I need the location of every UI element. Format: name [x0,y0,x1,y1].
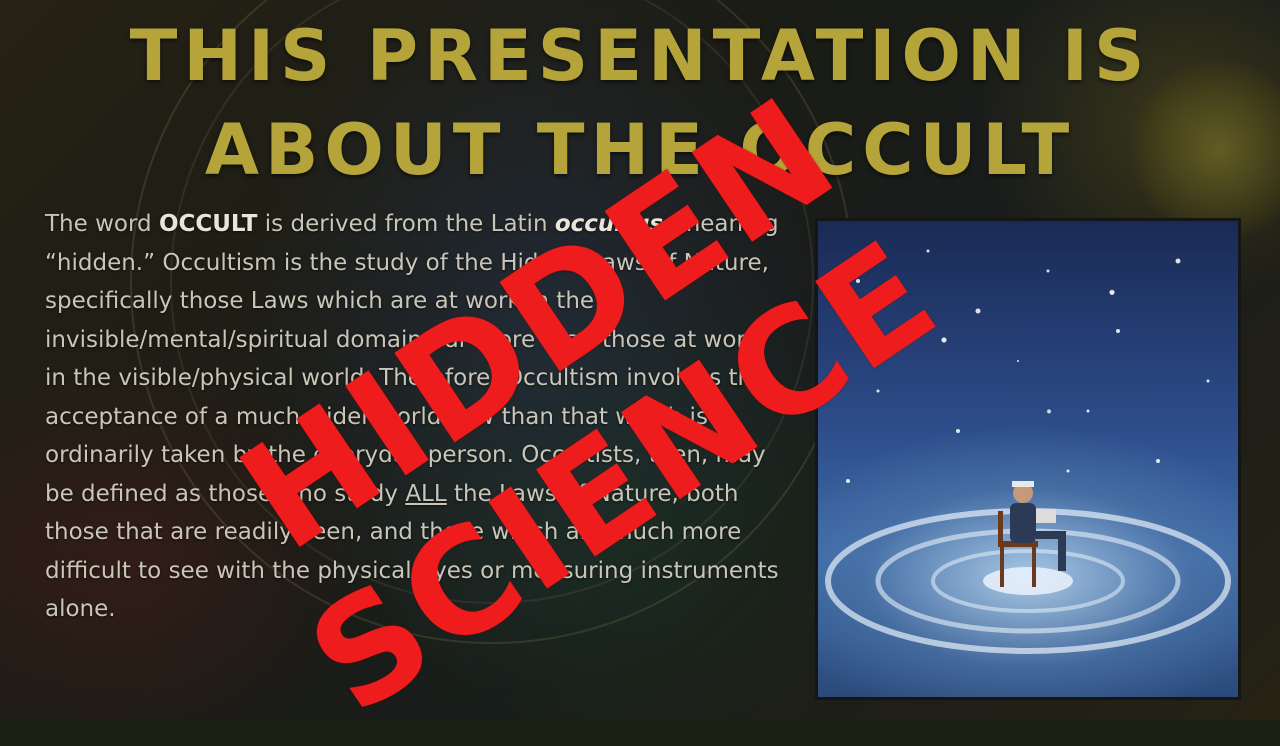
background-sun [1130,60,1280,240]
paragraph-segment: OCCULT [158,211,258,237]
paragraph-segment: , meaning “hidden.” Occultism is the stu… [45,211,779,507]
paragraph-segment: the Laws of Nature, both those that are … [45,480,779,623]
slide-title-line-2: ABOUT THE OCCULT [204,109,1076,191]
paragraph-segment: occultus [554,211,664,237]
cosmic-chair-image [815,218,1241,700]
paragraph-segment: ALL [405,480,447,507]
seated-figure [998,481,1066,587]
body-paragraph: The word OCCULT is derived from the Lati… [45,205,785,629]
slide-title-line-1: THIS PRESENTATION IS [129,15,1151,97]
paragraph-segment: is derived from the Latin [257,211,555,237]
paragraph-segment: The word [45,211,159,237]
background-arc-inner [170,0,814,604]
cosmic-scene [825,249,1231,654]
